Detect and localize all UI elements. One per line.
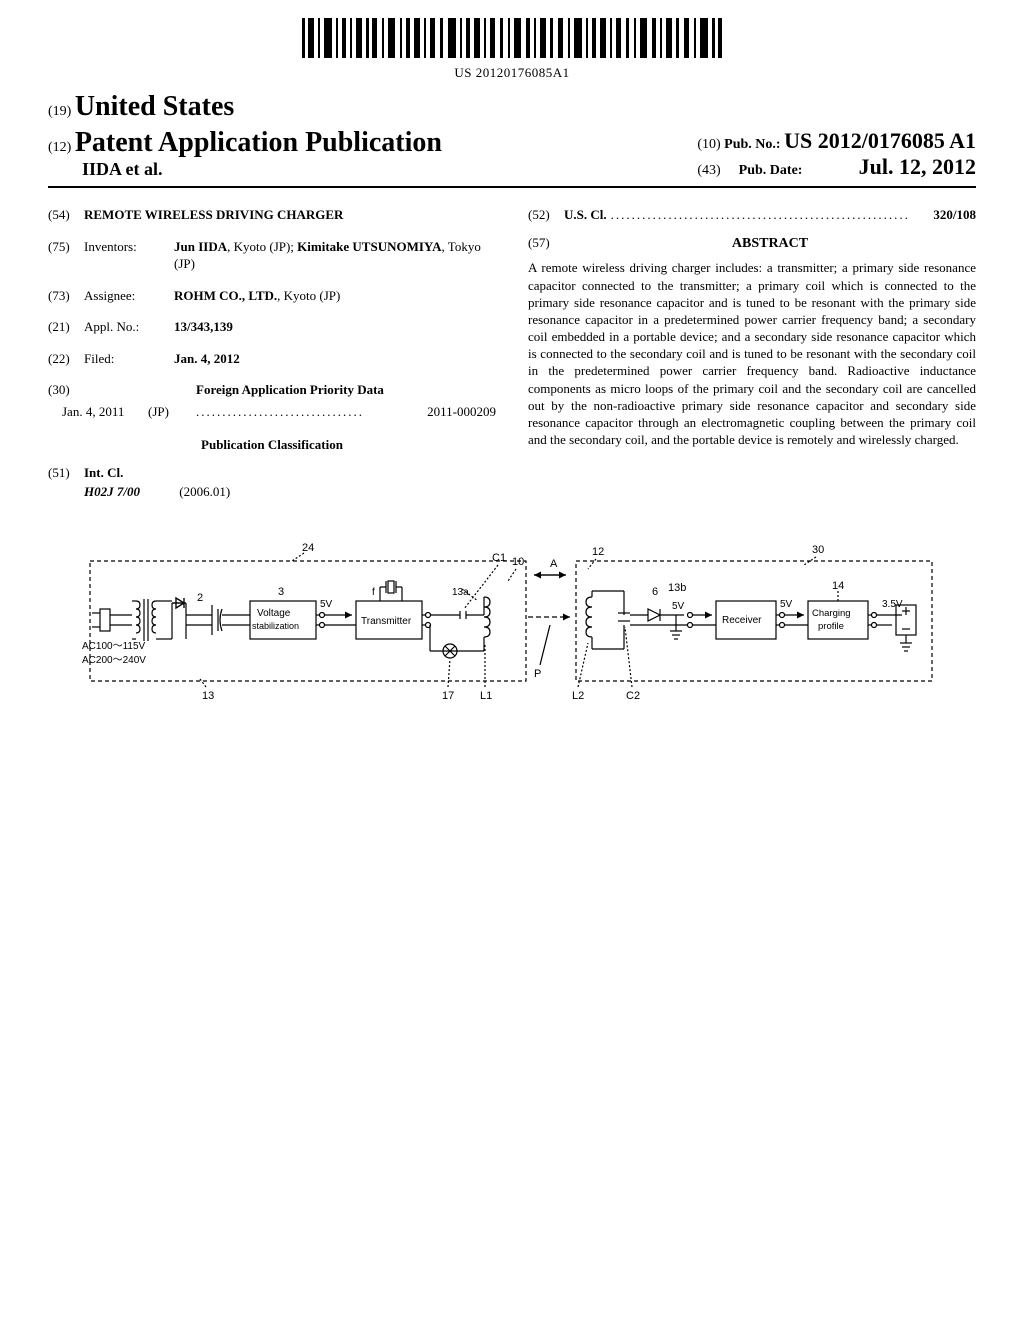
left-column: (54) REMOTE WIRELESS DRIVING CHARGER (75… — [48, 206, 496, 501]
pubdate: Jul. 12, 2012 — [859, 154, 976, 180]
label-5v-2: 5V — [672, 601, 685, 612]
dots: ................................ — [196, 403, 421, 421]
uscl-label: U.S. Cl. — [564, 206, 611, 224]
foreign-cc: (JP) — [148, 403, 196, 421]
columns: (54) REMOTE WIRELESS DRIVING CHARGER (75… — [48, 206, 976, 501]
inventor-1: Jun IIDA — [174, 239, 227, 254]
abs-num: (57) — [528, 234, 564, 252]
label-14: 14 — [832, 580, 844, 592]
label-6: 6 — [652, 586, 658, 598]
label-5v-3: 5V — [780, 599, 793, 610]
label-l2: L2 — [572, 690, 584, 702]
label-13: 13 — [202, 690, 214, 702]
vstab-text-2: stabilization — [252, 621, 299, 631]
label-17: 17 — [442, 690, 454, 702]
inventors-value: Jun IIDA, Kyoto (JP); Kimitake UTSUNOMIY… — [174, 238, 496, 273]
intcl-year: (2006.01) — [179, 484, 230, 499]
assignee-loc: , Kyoto (JP) — [277, 288, 340, 303]
foreign-date: Jan. 4, 2011 — [48, 403, 148, 421]
assignee-num: (73) — [48, 287, 84, 305]
dots: ........................................… — [611, 206, 934, 224]
vstab-text-1: Voltage — [257, 608, 291, 619]
invention-title: REMOTE WIRELESS DRIVING CHARGER — [84, 206, 496, 224]
assignee-label: Assignee: — [84, 287, 174, 305]
pubclass-heading: Publication Classification — [48, 436, 496, 454]
authors: IIDA et al. — [82, 159, 163, 179]
barcode-text: US 20120176085A1 — [48, 65, 976, 81]
label-10: 10 — [512, 556, 524, 568]
label-a: A — [550, 558, 558, 570]
figure: 24 AC100～115V AC200～240V 2 13 Voltage — [48, 531, 976, 736]
filed-value: Jan. 4, 2012 — [174, 350, 496, 368]
header-left: (19) United States (12) Patent Applicati… — [48, 91, 442, 180]
pubno-label: Pub. No.: — [724, 137, 780, 152]
transmitter-text: Transmitter — [361, 616, 412, 627]
label-p: P — [534, 668, 541, 680]
code-19: (19) — [48, 104, 71, 119]
inventors-num: (75) — [48, 238, 84, 273]
label-13b: 13b — [668, 582, 686, 594]
label-3: 3 — [278, 586, 284, 598]
filed-num: (22) — [48, 350, 84, 368]
ac-line-2: AC200～240V — [82, 655, 146, 666]
applno-label: Appl. No.: — [84, 318, 174, 336]
filed-label: Filed: — [84, 350, 174, 368]
assignee-value: ROHM CO., LTD., Kyoto (JP) — [174, 287, 496, 305]
label-5v-1: 5V — [320, 599, 333, 610]
label-24: 24 — [302, 542, 314, 554]
circuit-diagram: 24 AC100～115V AC200～240V 2 13 Voltage — [72, 531, 952, 731]
label-c2: C2 — [626, 690, 640, 702]
inventor-1-loc: , Kyoto (JP); — [227, 239, 297, 254]
title-num: (54) — [48, 206, 84, 224]
receiver-text: Receiver — [722, 615, 762, 626]
header-right: (10) Pub. No.: US 2012/0176085 A1 (43) P… — [697, 128, 976, 180]
uscl-val: 320/108 — [933, 206, 976, 224]
charging-text-2: profile — [818, 621, 844, 632]
abstract-text: A remote wireless driving charger includ… — [528, 259, 976, 448]
code-43: (43) — [697, 163, 720, 179]
inventor-2: Kimitake UTSUNOMIYA — [297, 239, 441, 254]
label-2: 2 — [197, 592, 203, 604]
uscl-num: (52) — [528, 206, 564, 224]
ac-line-1: AC100～115V — [82, 641, 146, 652]
foreign-num: (30) — [48, 381, 84, 399]
intcl-code: H02J 7/00 — [84, 484, 176, 499]
assignee-name: ROHM CO., LTD. — [174, 288, 277, 303]
label-c1: C1 — [492, 552, 506, 564]
code-10: (10) — [697, 137, 720, 152]
right-column: (52) U.S. Cl. ..........................… — [528, 206, 976, 501]
barcode — [48, 18, 976, 63]
foreign-appno: 2011-000209 — [421, 403, 496, 421]
abstract-heading: ABSTRACT — [564, 235, 976, 254]
applno-num: (21) — [48, 318, 84, 336]
label-12: 12 — [592, 546, 604, 558]
intcl-num: (51) — [48, 464, 84, 482]
label-30: 30 — [812, 544, 824, 556]
pubno: US 2012/0176085 A1 — [784, 128, 976, 153]
label-l1: L1 — [480, 690, 492, 702]
country: United States — [75, 91, 234, 122]
pub-type: Patent Application Publication — [75, 127, 442, 158]
applno-value: 13/343,139 — [174, 318, 496, 336]
code-12: (12) — [48, 140, 71, 155]
pubdate-label: Pub. Date: — [739, 163, 803, 179]
inventors-label: Inventors: — [84, 238, 174, 273]
header: (19) United States (12) Patent Applicati… — [48, 91, 976, 188]
foreign-heading: Foreign Application Priority Data — [84, 381, 496, 399]
label-f: f — [372, 587, 375, 598]
charging-text-1: Charging — [812, 608, 851, 619]
intcl-label: Int. Cl. — [84, 464, 496, 482]
barcode-svg — [302, 18, 722, 58]
